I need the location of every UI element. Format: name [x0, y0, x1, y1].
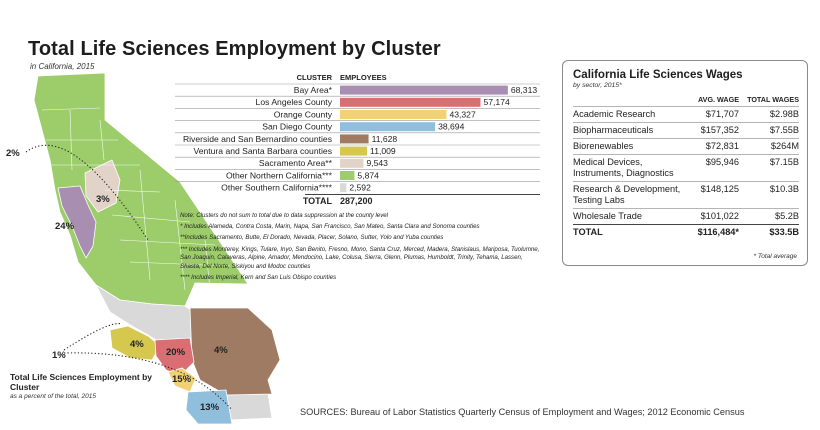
bar-category-label: Bay Area* [294, 85, 333, 95]
wage-avg: $148,125 [681, 181, 739, 209]
bar-value-label: 11,009 [370, 146, 396, 156]
footnote: *** Includes Monterey, Kings, Tulare, In… [180, 245, 540, 270]
california-map: 2% 3% 24% 1% 4% 20% 4% 15% 13% [6, 72, 281, 425]
wage-avg: $101,022 [681, 208, 739, 225]
wages-subtitle: by sector, 2015* [573, 82, 622, 89]
bar [340, 158, 364, 168]
employees-column-header: EMPLOYEES [340, 73, 387, 82]
wage-total: $7.55B [739, 122, 799, 139]
table-row: Research & Development, Testing Labs $14… [573, 181, 799, 209]
map-region-riverside-sb [189, 307, 281, 396]
bar-category-label: San Diego County [262, 122, 332, 132]
map-label-orange: 15% [172, 374, 192, 385]
wages-header-sector [573, 93, 681, 107]
bar [340, 97, 481, 107]
map-region-bay-area [57, 185, 97, 259]
map-label-other-northern: 2% [6, 148, 20, 159]
bar-category-label: Ventura and Santa Barbara counties [193, 146, 332, 156]
bar-category-label: Sacramento Area** [259, 158, 333, 168]
total-label: TOTAL [303, 196, 333, 206]
map-legend-title: Total Life Sciences Employment by Cluste… [10, 372, 153, 392]
page-subtitle: in California, 2015 [30, 62, 95, 71]
page-title: Total Life Sciences Employment by Cluste… [28, 38, 441, 60]
bar-value-label: 57,174 [483, 97, 510, 107]
wage-sector: Wholesale Trade [573, 208, 681, 225]
map-legend: Total Life Sciences Employment by Cluste… [10, 372, 160, 400]
table-total-row: TOTAL $116,484* $33.5B [573, 224, 799, 240]
wage-total-total: $33.5B [739, 224, 799, 240]
map-label-los-angeles: 20% [166, 347, 186, 358]
wage-sector: Biorenewables [573, 138, 681, 155]
bar-category-label: Los Angeles County [256, 97, 333, 107]
bar-category-label: Riverside and San Bernardino counties [183, 134, 332, 144]
bar-value-label: 2,592 [349, 183, 371, 193]
bar [340, 134, 369, 144]
sources: SOURCES: Bureau of Labor Statistics Quar… [300, 407, 745, 417]
map-region-orange [167, 367, 197, 393]
map-label-bay-area: 24% [55, 221, 75, 232]
map-label-ventura-sb: 4% [130, 339, 144, 350]
wage-total-sector: TOTAL [573, 224, 681, 240]
map-region-sacramento [84, 159, 121, 213]
total-value: 287,200 [340, 196, 373, 206]
table-row: Biopharmaceuticals $157,352 $7.55B [573, 122, 799, 139]
wages-panel: California Life Sciences Wages by sector… [562, 60, 808, 266]
leader-lines [25, 144, 233, 411]
bar [340, 122, 436, 132]
wages-table: AVG. WAGE TOTAL WAGES Academic Research … [573, 93, 799, 240]
cluster-column-header: CLUSTER [297, 73, 333, 82]
wages-header-avg: AVG. WAGE [698, 95, 739, 104]
wage-sector: Biopharmaceuticals [573, 122, 681, 139]
wage-total: $7.15B [739, 154, 799, 182]
map-label-riverside-sb: 4% [214, 345, 228, 356]
map-label-other-southern: 1% [52, 350, 66, 361]
wage-total: $264M [739, 138, 799, 155]
map-region-imperial [225, 393, 273, 421]
map-label-san-diego: 13% [200, 402, 220, 413]
wages-header-total: TOTAL WAGES [747, 95, 799, 104]
wage-total: $10.3B [739, 181, 799, 209]
bar [340, 110, 447, 119]
bar-value-label: 68,313 [511, 85, 538, 95]
table-row: Academic Research $71,707 $2.98B [573, 106, 799, 123]
bar [340, 183, 347, 193]
bar-value-label: 43,327 [449, 109, 476, 119]
bar [340, 85, 508, 95]
county-lines [41, 107, 231, 291]
wage-avg: $157,352 [681, 122, 739, 139]
wages-title: California Life Sciences Wages [573, 69, 743, 81]
footnotes: Note: Clusters do not sum to total due t… [180, 212, 540, 285]
wage-total-avg: $116,484* [681, 224, 739, 240]
footnote: Note: Clusters do not sum to total due t… [180, 212, 388, 219]
bar-value-label: 9,543 [366, 158, 388, 168]
wage-sector: Research & Development, Testing Labs [573, 181, 681, 209]
bar-value-label: 11,628 [372, 134, 398, 144]
bar-category-label: Other Northern California*** [226, 170, 333, 180]
bar-category-label: Other Southern California**** [221, 183, 332, 193]
bar-category-label: Orange County [274, 109, 333, 119]
wages-note: * Total average [753, 253, 798, 260]
footnote: * Includes Alameda, Contra Costa, Marin,… [180, 223, 480, 231]
table-row: Medical Devices, Instruments, Diagnostic… [573, 154, 799, 182]
bar-value-label: 5,874 [357, 170, 379, 180]
employment-bar-chart: CLUSTER EMPLOYEES Bay Area* 68,313 Los Ang… [175, 73, 540, 206]
bar [340, 146, 368, 156]
bar [340, 171, 355, 180]
wage-sector: Academic Research [573, 106, 681, 123]
bar-value-label: 38,694 [438, 122, 465, 132]
footnote: **** Includes Imperial, Kern and San Lui… [180, 273, 337, 281]
wage-total: $2.98B [739, 106, 799, 123]
footnote: **Includes Sacramento, Butte, El Dorado,… [180, 234, 444, 242]
wage-avg: $71,707 [681, 106, 739, 123]
map-label-sacramento: 3% [96, 194, 110, 205]
wage-avg: $72,831 [681, 138, 739, 155]
wage-sector: Medical Devices, Instruments, Diagnostic… [573, 154, 681, 182]
table-row: Biorenewables $72,831 $264M [573, 138, 799, 155]
table-row: Wholesale Trade $101,022 $5.2B [573, 208, 799, 225]
wage-total: $5.2B [739, 208, 799, 225]
map-legend-subtitle: as a percent of the total, 2015 [10, 393, 97, 400]
wage-avg: $95,946 [681, 154, 739, 182]
